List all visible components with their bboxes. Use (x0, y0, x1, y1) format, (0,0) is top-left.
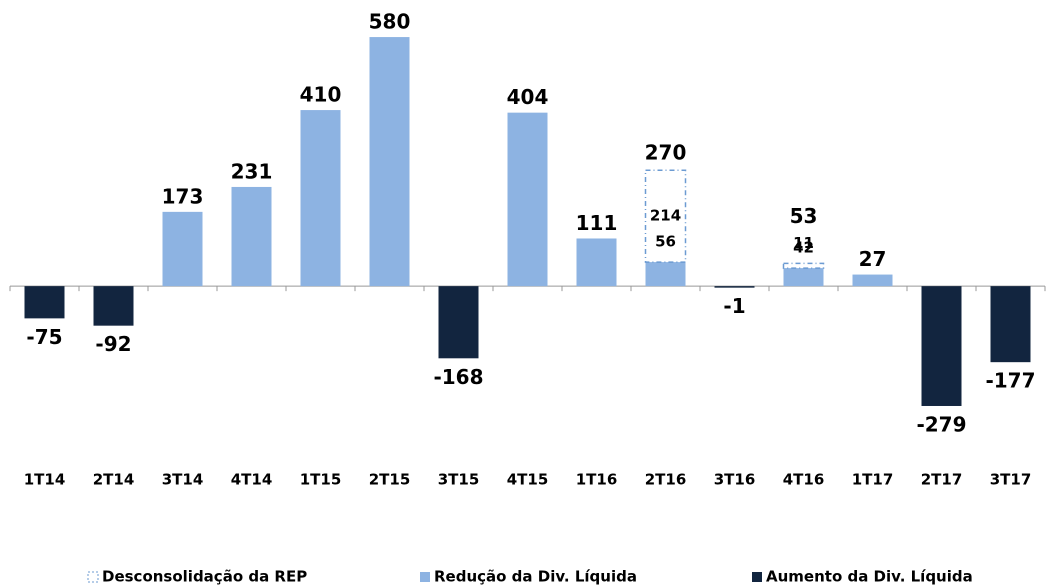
data-label: -279 (916, 412, 966, 436)
bar-segment (369, 37, 410, 287)
data-label: -92 (95, 332, 131, 356)
bar-segment (644, 169, 687, 263)
legend-label: Aumento da Div. Líquida (766, 568, 973, 586)
bar-segment (576, 238, 617, 287)
data-label: 27 (859, 247, 887, 271)
x-tick-label: 1T17 (852, 471, 894, 489)
bar-segment (783, 268, 824, 287)
x-tick-label: 3T14 (162, 471, 204, 489)
bar-segment (24, 286, 65, 319)
legend-swatch (420, 572, 430, 582)
data-label: 410 (300, 83, 342, 107)
legend-label: Redução da Div. Líquida (434, 568, 637, 586)
total-label: 270 (645, 141, 687, 165)
legend-swatch (752, 572, 762, 582)
data-label: 580 (369, 10, 411, 34)
data-label: -1 (723, 294, 745, 318)
bar-segment (162, 211, 203, 287)
data-label: -168 (433, 365, 483, 389)
x-tick-label: 1T16 (576, 471, 618, 489)
bar-segment (438, 286, 479, 359)
x-tick-label: 4T15 (507, 471, 549, 489)
bar-segment (782, 262, 825, 269)
data-label: -75 (26, 325, 62, 349)
data-label: 214 (650, 207, 681, 225)
bar-segment (921, 286, 962, 406)
x-tick-label: 2T17 (921, 471, 963, 489)
x-tick-label: 1T15 (300, 471, 342, 489)
total-label: 53 (790, 204, 818, 228)
x-tick-label: 4T16 (783, 471, 825, 489)
data-label: 11 (793, 234, 814, 252)
data-label: 111 (576, 211, 618, 235)
data-label: 404 (507, 85, 549, 109)
data-label: -177 (985, 369, 1035, 393)
bar-segment (507, 112, 548, 287)
data-label: 42 (793, 239, 814, 257)
x-tick-label: 3T15 (438, 471, 480, 489)
bar-segment (231, 186, 272, 287)
x-tick-label: 1T14 (24, 471, 66, 489)
data-label: 173 (162, 184, 204, 208)
bar-segment (990, 286, 1031, 363)
bar-segment (300, 110, 341, 287)
x-tick-label: 2T14 (93, 471, 135, 489)
x-tick-label: 3T16 (714, 471, 756, 489)
x-tick-label: 2T15 (369, 471, 411, 489)
x-tick-label: 2T16 (645, 471, 687, 489)
bar-segment (852, 274, 893, 287)
legend-label: Desconsolidação da REP (102, 568, 307, 586)
data-label: 56 (655, 233, 676, 251)
legend-swatch (87, 571, 99, 583)
bar-segment (93, 286, 134, 326)
x-tick-label: 4T14 (231, 471, 273, 489)
data-label: 231 (231, 159, 273, 183)
bar-segment (645, 262, 686, 287)
bar-segment (714, 286, 755, 288)
x-tick-label: 3T17 (990, 471, 1032, 489)
